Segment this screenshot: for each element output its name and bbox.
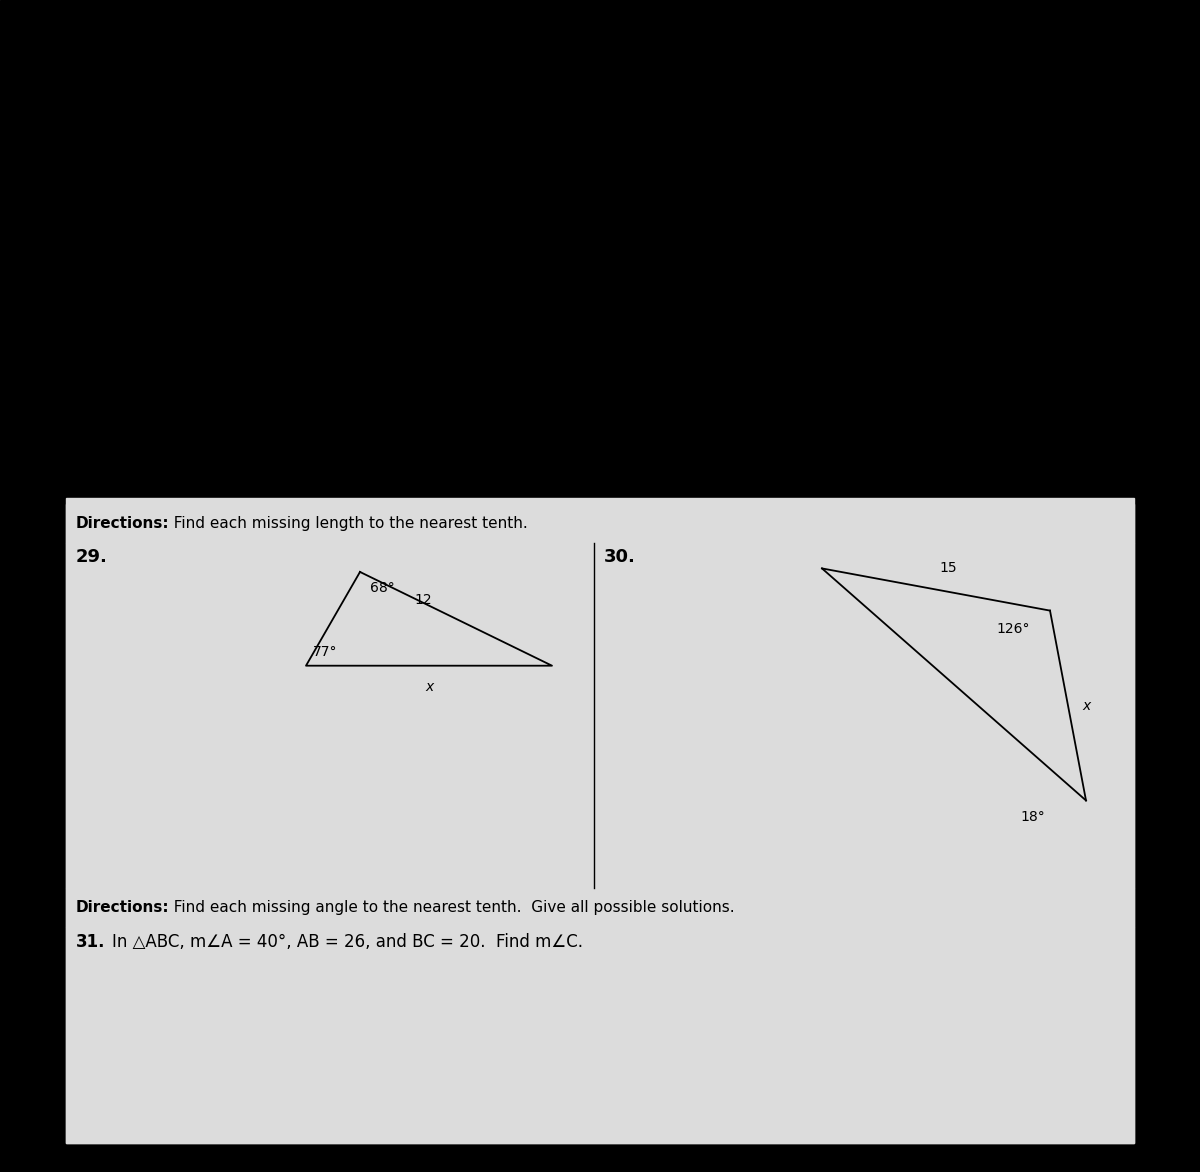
Bar [66, 498, 1134, 1143]
Text: 31.: 31. [76, 933, 106, 950]
Text: 77°: 77° [313, 645, 337, 659]
Text: x: x [425, 680, 433, 694]
Text: In △ABC, m∠A = 40°, AB = 26, and BC = 20.  Find m∠C.: In △ABC, m∠A = 40°, AB = 26, and BC = 20… [112, 933, 583, 950]
Text: 30.: 30. [604, 548, 636, 566]
Bar [66, 543, 1134, 888]
Text: 15: 15 [940, 561, 956, 575]
Text: x: x [1082, 699, 1091, 713]
Text: Find each missing angle to the nearest tenth.  Give all possible solutions.: Find each missing angle to the nearest t… [164, 900, 736, 915]
Text: Find each missing length to the nearest tenth.: Find each missing length to the nearest … [164, 516, 528, 531]
Text: 126°: 126° [996, 622, 1030, 636]
Text: 12: 12 [414, 593, 432, 607]
Text: 29.: 29. [76, 548, 108, 566]
Bar [66, 888, 1134, 927]
Text: 18°: 18° [1020, 810, 1045, 824]
Text: Directions:: Directions: [76, 516, 169, 531]
Text: Directions:: Directions: [76, 900, 169, 915]
Text: Topic 4: Law of Sines: Topic 4: Law of Sines [72, 461, 251, 478]
Bar [66, 927, 1134, 1143]
Text: 68°: 68° [370, 581, 395, 595]
Bar [66, 504, 1134, 543]
